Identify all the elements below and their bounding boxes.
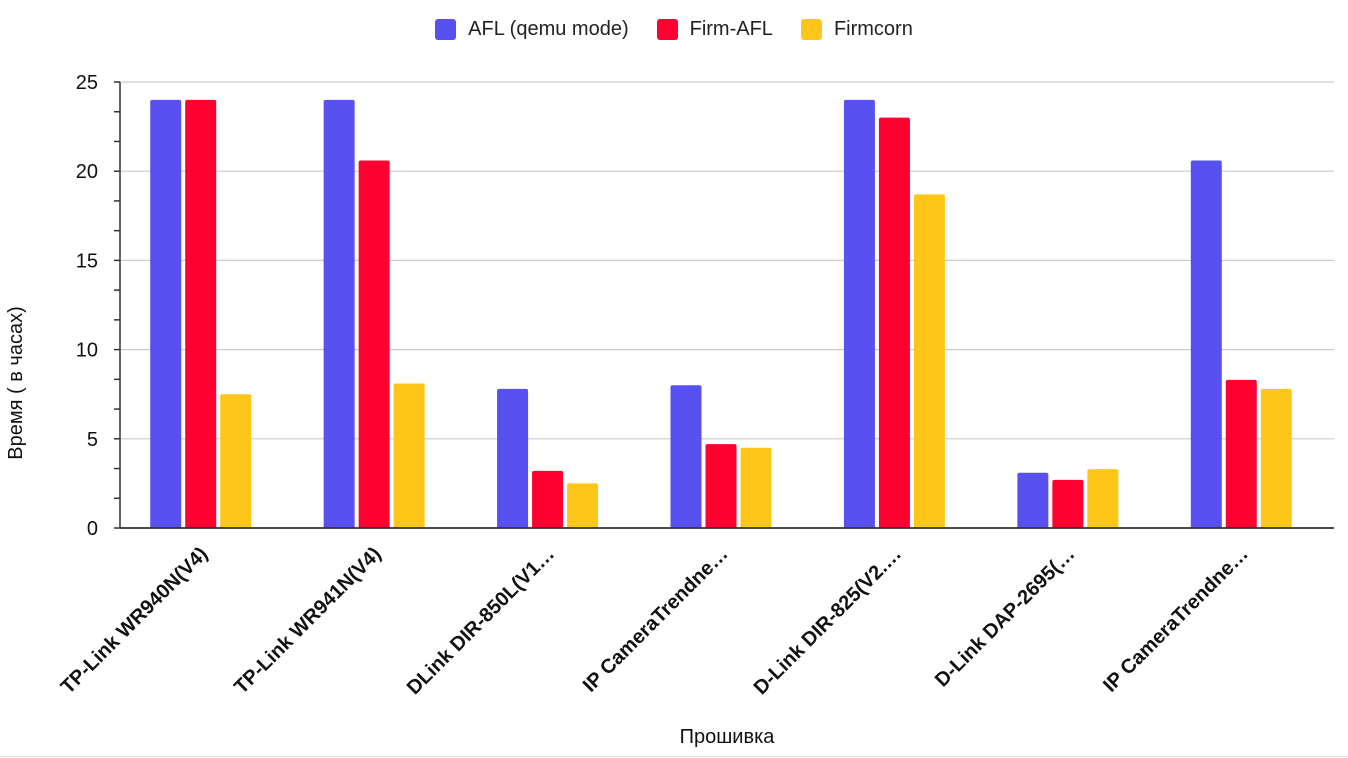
x-category-label: D-Link DAP-2695(… xyxy=(931,543,1079,691)
x-category-label: IP CameraTrendne… xyxy=(579,543,733,697)
bar[interactable] xyxy=(567,483,599,528)
legend-item-firm-afl[interactable]: Firm-AFL xyxy=(656,18,773,41)
bar[interactable] xyxy=(913,194,945,528)
bar[interactable] xyxy=(1052,479,1084,528)
bar[interactable] xyxy=(185,99,217,528)
y-tick-label: 25 xyxy=(76,72,98,94)
bar[interactable] xyxy=(220,394,252,528)
bar[interactable] xyxy=(670,385,702,528)
bar[interactable] xyxy=(358,160,390,528)
x-category-label: TP-Link WR941N(V4) xyxy=(230,543,385,698)
legend-label-firmcorn: Firmcorn xyxy=(833,18,913,40)
axes-group xyxy=(114,81,1334,529)
legend-swatch-firm-afl xyxy=(656,19,678,40)
legend-swatch-afl xyxy=(435,19,457,40)
x-category-label: D-Link DIR-825(V2.… xyxy=(750,543,906,699)
legend: AFL (qemu mode) Firm-AFL Firmcorn xyxy=(0,18,1348,41)
x-category-label: IP CameraTrendne… xyxy=(1099,543,1253,697)
bar[interactable] xyxy=(1260,388,1292,528)
bar[interactable] xyxy=(878,117,910,529)
gridlines xyxy=(120,81,1334,440)
bar[interactable] xyxy=(705,444,737,528)
x-category-label: DLink DIR-850L(V1… xyxy=(403,543,559,699)
y-tick-labels: 0 5 10 15 20 25 xyxy=(76,72,98,540)
bar[interactable] xyxy=(1017,472,1049,528)
bar[interactable] xyxy=(843,99,875,528)
y-tick-label: 20 xyxy=(76,161,98,183)
bar[interactable] xyxy=(740,447,772,528)
bar[interactable] xyxy=(323,99,355,528)
legend-label-firm-afl: Firm-AFL xyxy=(689,18,773,40)
bar[interactable] xyxy=(1225,379,1257,528)
y-tick-label: 15 xyxy=(76,250,98,272)
bottom-divider xyxy=(0,756,1348,757)
x-axis-title: Прошивка xyxy=(680,726,776,748)
legend-item-firmcorn[interactable]: Firmcorn xyxy=(800,18,913,41)
bar[interactable] xyxy=(1087,469,1119,528)
bar[interactable] xyxy=(150,99,182,528)
y-tick-label: 0 xyxy=(87,518,98,540)
x-category-label: TP-Link WR940N(V4) xyxy=(57,543,212,698)
legend-swatch-firmcorn xyxy=(800,19,822,40)
y-tick-label: 5 xyxy=(87,429,98,451)
y-tick-label: 10 xyxy=(76,340,98,362)
bar[interactable] xyxy=(497,388,529,528)
y-axis-title: Время ( в часах) xyxy=(5,306,27,459)
bar[interactable] xyxy=(1190,160,1222,528)
bars-group xyxy=(150,99,1292,529)
x-category-labels: TP-Link WR940N(V4) TP-Link WR941N(V4) DLin… xyxy=(57,543,1253,699)
legend-label-afl: AFL (qemu mode) xyxy=(468,18,629,40)
legend-item-afl[interactable]: AFL (qemu mode) xyxy=(435,18,629,41)
bar[interactable] xyxy=(532,470,564,528)
bar[interactable] xyxy=(393,383,425,528)
